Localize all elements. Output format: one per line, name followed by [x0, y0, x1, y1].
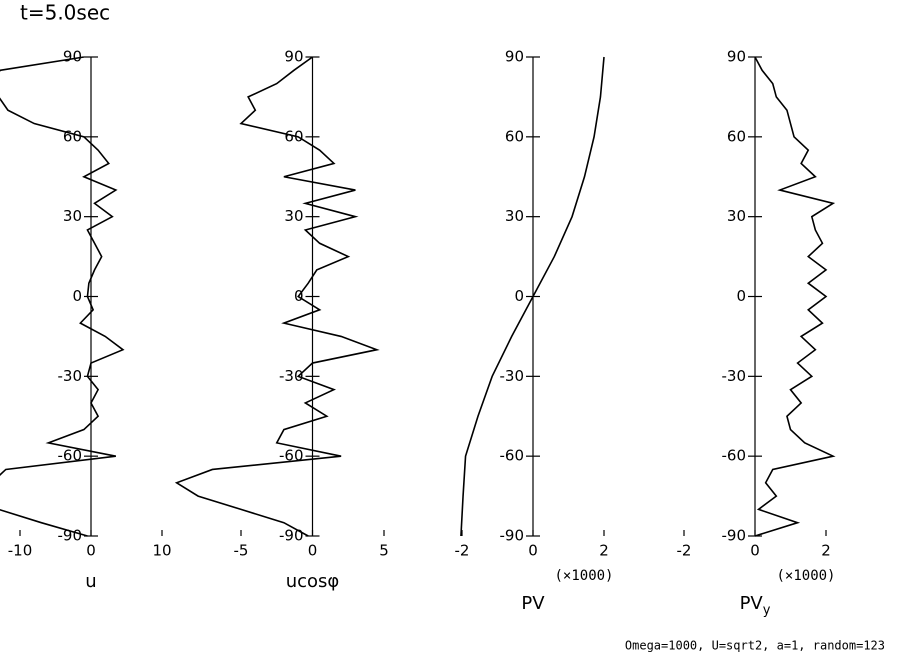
x-axis-label: PV	[521, 593, 545, 614]
profile-line	[0, 56, 125, 537]
y-tick-label: -30	[722, 367, 747, 385]
annotation: Omega=1000, U=sqrt2, a=1, random=123	[625, 639, 885, 653]
y-tick-label: 30	[727, 207, 746, 225]
x-axis-note: (×1000)	[554, 568, 613, 584]
x-tick-label: -2	[677, 542, 692, 560]
x-tick-label: 2	[599, 542, 609, 560]
y-tick-label: 90	[63, 48, 82, 66]
x-tick-label: 2	[821, 542, 831, 560]
y-tick-label: 30	[284, 207, 303, 225]
y-tick-label: 90	[505, 48, 524, 66]
y-tick-label: 30	[63, 207, 82, 225]
y-tick-label: 60	[727, 127, 746, 145]
y-tick-label: 90	[727, 48, 746, 66]
x-tick-label: 0	[750, 542, 760, 560]
y-tick-label: 0	[514, 287, 524, 305]
x-axis-label-main: ucosφ	[286, 571, 340, 592]
x-axis-note: (×1000)	[776, 568, 835, 584]
profile-line	[174, 56, 380, 537]
y-tick-label: -60	[500, 447, 525, 465]
x-tick-label: 10	[152, 542, 171, 560]
y-tick-label: -90	[722, 527, 747, 545]
y-tick-label: -30	[279, 367, 304, 385]
profile-line	[754, 56, 836, 537]
y-tick-label: -30	[58, 367, 83, 385]
x-tick-label: 0	[308, 542, 318, 560]
x-tick-label: 5	[379, 542, 389, 560]
x-axis-label-main: u	[85, 571, 96, 592]
x-tick-label: -2	[455, 542, 470, 560]
y-tick-label: -90	[58, 527, 83, 545]
x-axis-label: PVy	[740, 593, 771, 618]
x-tick-label: -10	[8, 542, 33, 560]
x-tick-label: -5	[234, 542, 249, 560]
x-tick-label: 0	[86, 542, 96, 560]
y-tick-label: 0	[736, 287, 746, 305]
x-tick-label: 0	[528, 542, 538, 560]
x-axis-label-main: PV	[521, 593, 545, 614]
x-axis-label: u	[85, 571, 96, 592]
y-tick-label: -90	[279, 527, 304, 545]
y-tick-label: 60	[505, 127, 524, 145]
y-tick-label: -60	[58, 447, 83, 465]
y-tick-label: 30	[505, 207, 524, 225]
profile-line	[460, 56, 605, 537]
y-tick-label: 0	[72, 287, 82, 305]
x-axis-label: ucosφ	[286, 571, 340, 592]
y-tick-label: -90	[500, 527, 525, 545]
x-axis-label-sub: y	[763, 603, 771, 618]
x-axis-label-main: PV	[740, 593, 764, 614]
y-tick-label: -30	[500, 367, 525, 385]
y-tick-label: 90	[284, 48, 303, 66]
title: t=5.0sec	[20, 1, 110, 25]
y-tick-label: -60	[722, 447, 747, 465]
